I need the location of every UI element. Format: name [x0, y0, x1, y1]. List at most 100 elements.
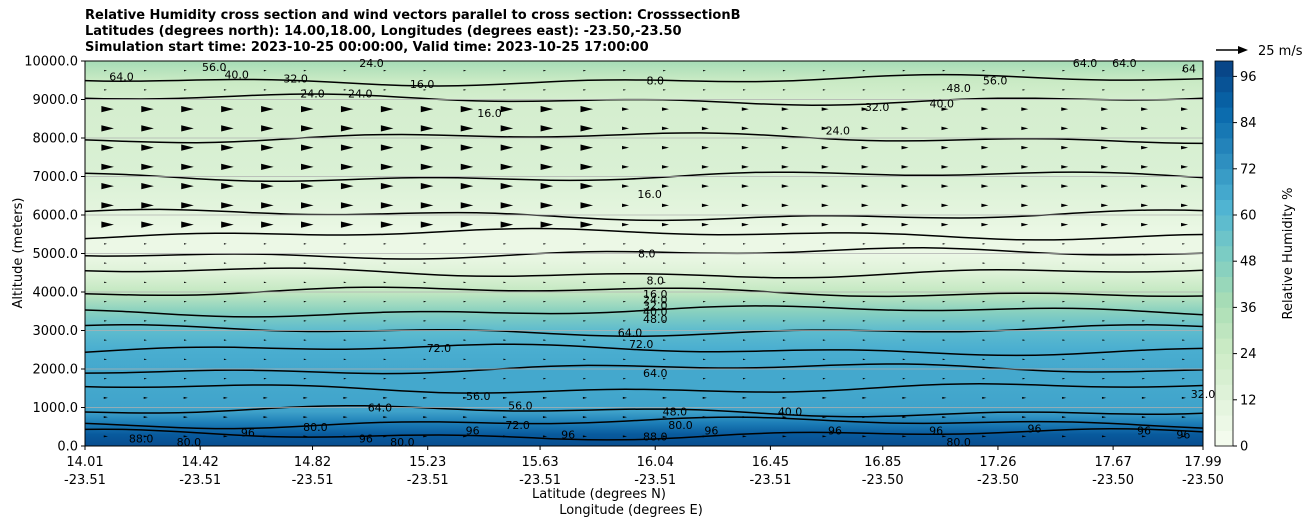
wind-vector [942, 69, 946, 72]
contour-label: 96 [1137, 425, 1151, 438]
wind-vector [741, 126, 749, 131]
contour-label: 56.0 [466, 390, 491, 403]
wind-vector [104, 262, 107, 264]
contour-label: 40.0 [224, 68, 249, 81]
wind-vector [540, 202, 554, 209]
wind-vector [181, 105, 194, 113]
colorbar-bin [1215, 230, 1233, 247]
wind-vector [261, 163, 274, 171]
wind-vector [263, 320, 267, 322]
x-tick-label-lon: -23.51 [749, 473, 791, 488]
wind-vector [184, 69, 187, 72]
wind-vector [263, 377, 267, 380]
wind-vector [543, 281, 547, 284]
wind-vector [343, 339, 347, 341]
wind-vector [1022, 281, 1026, 284]
wind-vector [861, 126, 869, 131]
wind-vector [503, 416, 508, 419]
wind-vector [181, 163, 194, 171]
colorbar-bin [1215, 153, 1233, 170]
wind-vector [420, 202, 434, 209]
wind-vector [184, 320, 187, 322]
wind-vector [460, 202, 474, 209]
x-tick-label-lat: 17.26 [979, 455, 1016, 470]
wind-vector [623, 320, 627, 322]
wind-vector [144, 69, 147, 72]
colorbar-tick-label: 96 [1240, 70, 1257, 85]
wind-vector [862, 339, 866, 341]
wind-vector [623, 358, 627, 361]
wind-vector [862, 89, 866, 91]
wind-vector [902, 281, 906, 284]
wind-vector [463, 358, 467, 361]
wind-vector [1142, 377, 1146, 380]
contour-label: 96 [241, 427, 255, 440]
wind-vector [822, 281, 826, 284]
wind-vector [383, 69, 387, 72]
wind-vector [1182, 243, 1186, 245]
wind-vector [500, 105, 514, 113]
colorbar-bin [1215, 184, 1233, 200]
wind-vector [901, 203, 909, 208]
wind-vector [981, 203, 989, 208]
colorbar-tick-label: 72 [1240, 162, 1257, 177]
wind-vector [181, 221, 194, 228]
colorbar-tick-label: 36 [1240, 301, 1257, 316]
wind-key-arrow-head [1238, 46, 1248, 54]
wind-vector [144, 281, 147, 284]
wind-vector [862, 300, 866, 303]
wind-vector [261, 182, 274, 190]
wind-vector [622, 184, 630, 188]
wind-vector [941, 107, 949, 111]
wind-vector [661, 107, 669, 111]
wind-vector [1181, 416, 1187, 419]
wind-vector [380, 202, 394, 209]
colorbar-bin [1215, 384, 1233, 401]
wind-vector [741, 145, 749, 150]
wind-vector [821, 145, 829, 150]
wind-vector [861, 165, 869, 169]
x-axis-label-latitude: Latitude (degrees N) [532, 487, 666, 502]
wind-vector [582, 396, 588, 399]
wind-vector [981, 145, 989, 150]
wind-vector [741, 165, 749, 169]
contour-line [85, 416, 1203, 430]
wind-vector [263, 435, 268, 438]
contour-label: 16.0 [477, 107, 502, 120]
wind-vector [303, 300, 307, 303]
contour-label: 72.0 [427, 342, 452, 355]
wind-vector [781, 126, 789, 131]
contour-label: 40.0 [778, 405, 803, 418]
wind-vector [540, 221, 554, 228]
chart-title-line-3: Simulation start time: 2023-10-25 00:00:… [85, 40, 649, 55]
wind-vector [460, 182, 474, 190]
wind-vector [261, 202, 274, 209]
wind-vector [743, 243, 746, 245]
wind-vector [982, 416, 987, 419]
wind-vector [1142, 320, 1146, 322]
wind-vector [902, 377, 906, 380]
wind-vector [463, 89, 467, 91]
wind-vector [500, 182, 514, 190]
wind-vector [741, 107, 749, 111]
wind-vector [982, 435, 987, 438]
wind-vector [821, 203, 829, 208]
wind-vector [503, 300, 507, 303]
wind-vector [701, 222, 709, 227]
wind-vector [303, 396, 308, 399]
wind-vector [1102, 262, 1106, 264]
wind-vector [821, 107, 829, 111]
wind-vector [703, 320, 706, 322]
wind-vector [423, 416, 428, 419]
colorbar-bin [1215, 76, 1233, 93]
y-tick-label: 9000.0 [33, 93, 79, 108]
wind-vector [104, 89, 107, 91]
wind-vector [383, 320, 387, 322]
x-tick-label-lat: 15.23 [409, 455, 446, 470]
wind-vector [861, 222, 869, 227]
wind-vector [423, 339, 427, 341]
contour-label: 40.0 [930, 97, 955, 110]
wind-vector [663, 377, 666, 380]
wind-vector [261, 221, 274, 228]
wind-vector [942, 89, 946, 91]
